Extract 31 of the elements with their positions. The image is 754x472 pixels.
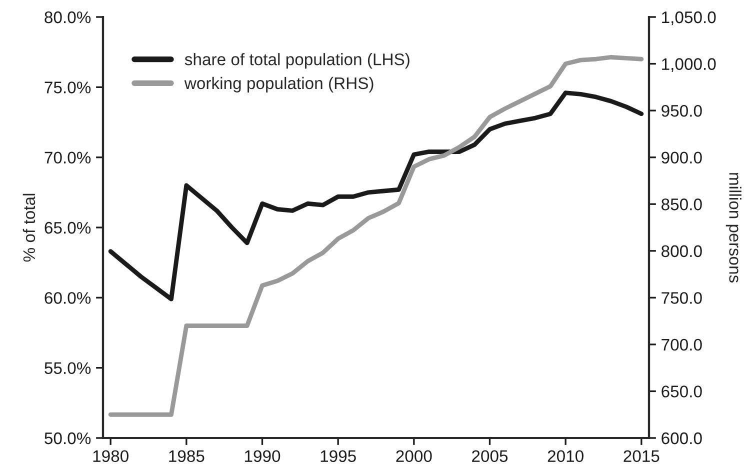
- y-tick-label: 80.0%: [44, 11, 91, 24]
- x-tick-label: 2010: [548, 450, 584, 462]
- y2-tick-label: 950.0: [662, 104, 702, 117]
- line-series: [108, 90, 644, 302]
- x-tick-label: 1995: [320, 450, 356, 462]
- y2-tick-label: 750.0: [662, 292, 702, 304]
- line-series: [108, 55, 644, 417]
- y2-tick-label: 600.0: [662, 432, 702, 444]
- y2-tick-label: 700.0: [662, 338, 702, 351]
- x-tick-label: 2000: [396, 450, 432, 462]
- y-tick-label: 75.0%: [44, 82, 91, 94]
- y2-tick-label: 1,050.0: [662, 11, 716, 26]
- legend-label: share of total population (LHS): [184, 53, 410, 69]
- y2-tick-label: 850.0: [662, 198, 702, 210]
- y-axis-title: % of total: [22, 194, 36, 262]
- y-tick-label: 70.0%: [44, 152, 91, 164]
- y2-tick-label: 800.0: [662, 245, 702, 258]
- y-tick-label: 50.0%: [44, 432, 91, 444]
- x-tick-label: 1985: [169, 450, 204, 462]
- x-tick-label: 1980: [93, 450, 128, 462]
- x-tick-label: 2015: [624, 450, 660, 462]
- y2-axis-title: million persons: [726, 173, 742, 282]
- y-tick-label: 60.0%: [44, 292, 91, 304]
- y2-tick-label: 900.0: [662, 152, 702, 164]
- y2-tick-label: 1,000.0: [662, 58, 716, 72]
- y-tick-label: 55.0%: [44, 362, 91, 374]
- y-tick-label: 65.0%: [44, 222, 91, 234]
- legend-label: working population (RHS): [184, 76, 374, 92]
- x-tick-label: 1990: [244, 450, 280, 462]
- y2-tick-label: 650.0: [662, 386, 702, 398]
- x-tick-label: 2005: [472, 450, 508, 462]
